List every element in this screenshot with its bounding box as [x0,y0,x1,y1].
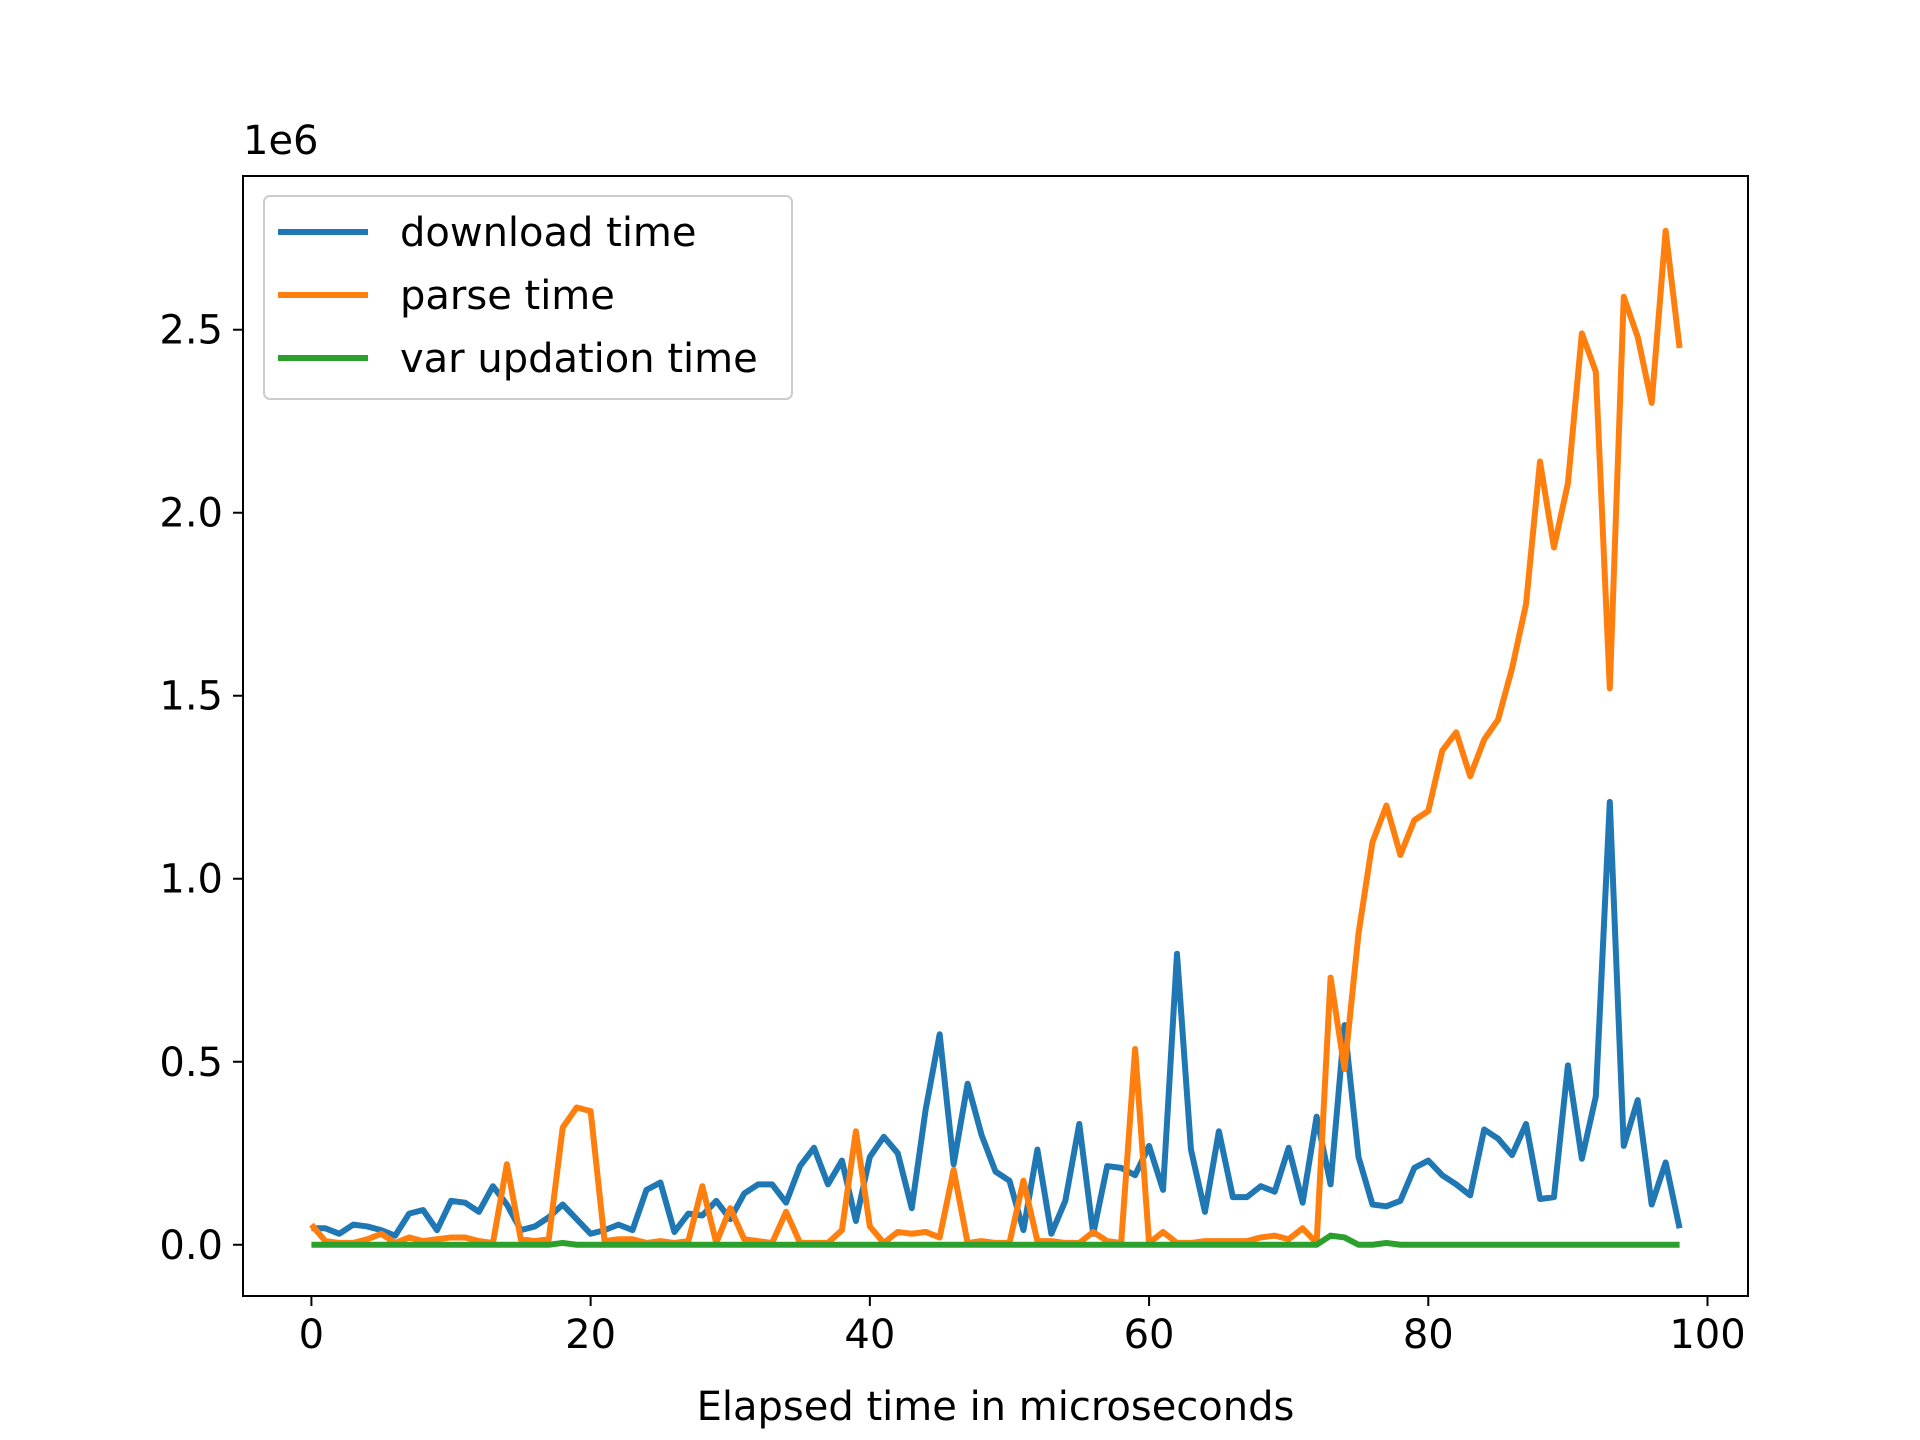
series-line-download-time [311,798,1683,1239]
legend-label: var updation time [400,336,758,382]
x-tick-label: 0 [299,1312,324,1358]
legend-label: download time [400,210,697,256]
plot-area-frame [242,175,1749,1297]
x-tick-label: 80 [1403,1312,1454,1358]
legend-box [263,195,793,400]
y-axis-offset-label: 1e6 [243,118,319,164]
y-tick-label: 0.5 [159,1040,223,1086]
y-tick-label: 1.5 [159,674,223,720]
x-axis-ticks: 0 20 40 60 80 100 [299,1296,1746,1358]
y-tick-label: 2.0 [159,491,223,537]
x-tick-label: 60 [1124,1312,1175,1358]
y-tick-label: 2.5 [159,308,223,354]
series-layer [309,227,1683,1248]
y-axis-ticks: 0.0 0.5 1.0 1.5 2.0 2.5 [159,308,243,1269]
series-line-var-updation-time [311,1232,1680,1248]
y-tick-label: 1.0 [159,857,223,903]
y-tick-label: 0.0 [159,1223,223,1269]
x-tick-label: 20 [565,1312,616,1358]
legend: download time parse time var updation time [263,195,793,400]
x-axis-label: Elapsed time in microseconds [697,1384,1295,1430]
x-tick-label: 40 [844,1312,895,1358]
x-tick-label: 100 [1669,1312,1745,1358]
legend-label: parse time [400,273,615,319]
